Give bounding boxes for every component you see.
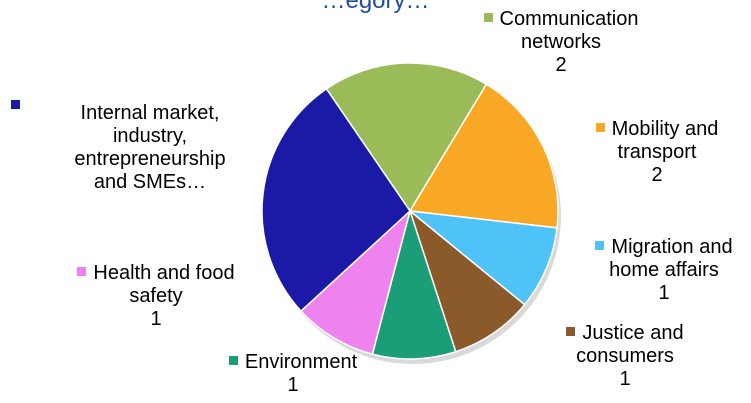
legend-swatch [77,267,87,276]
slice-value: 1 [658,282,670,304]
slice-value: 1 [619,368,631,390]
slice-label: Migration and home affairs [609,236,733,281]
pie-slice [407,209,558,306]
slice-value: 1 [287,374,299,396]
data-label: Mobility and transport 2 [572,118,742,187]
data-label: Communication networks 2 [446,8,676,77]
slice-label: Internal market, industry, entrepreneurs… [74,102,226,193]
pie-slice [299,208,412,356]
legend-swatch [566,327,576,336]
slice-label: Justice and consumers [576,322,684,367]
slice-label: Communication networks [499,8,639,53]
legend-swatch [483,13,493,22]
legend-swatch [11,100,20,109]
pie-slice [325,62,488,213]
pie-slice [408,83,559,229]
legend-swatch [595,241,605,250]
slice-value: 2 [651,164,663,186]
data-label: Environment 1 [188,351,398,397]
chart-title: …egory… [321,0,430,14]
legend-swatch [228,356,238,365]
data-label: Justice and consumers 1 [530,322,720,391]
data-label: Health and food safety 1 [40,262,272,331]
slice-value: 2 [555,54,567,76]
slice-label: Health and food safety [93,262,235,307]
data-label: Migration and home affairs 1 [578,236,750,305]
pie-slice [408,208,526,353]
slice-label: Environment [244,351,358,373]
pie-slice [261,87,411,313]
data-label: Internal market, industry, entrepreneurs… [50,102,250,194]
pie-slice [371,208,457,360]
legend-swatch [595,123,605,132]
slice-label: Mobility and transport [611,118,719,163]
slice-value: 1 [150,308,162,330]
